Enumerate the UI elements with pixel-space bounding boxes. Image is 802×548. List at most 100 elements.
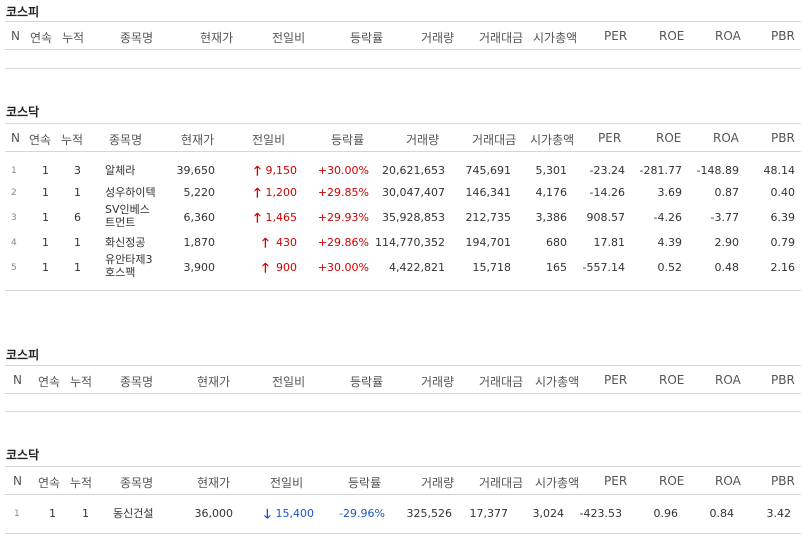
row-streak: 1 (42, 186, 49, 199)
col-streak: 연속 (29, 133, 52, 147)
col-name[interactable]: 종목명 (120, 476, 154, 490)
row-pbr: 48.14 (763, 164, 796, 177)
row-rate: +29.85% (317, 186, 369, 199)
col-name[interactable]: 종목명 (109, 133, 143, 147)
col-per[interactable]: PER (604, 373, 628, 387)
arrow-down-icon: 🡓 (264, 507, 271, 522)
col-pbr[interactable]: PBR (771, 29, 795, 43)
col-amount[interactable]: 거래대금 (479, 31, 524, 45)
col-roa[interactable]: ROA (715, 474, 741, 488)
col-rate[interactable]: 등락률 (348, 476, 382, 490)
col-amount[interactable]: 거래대금 (479, 476, 524, 490)
row-volume: 325,526 (406, 507, 453, 520)
stock-name-link[interactable]: 화신정공 (105, 236, 146, 249)
row-per: -557.14 (582, 261, 625, 274)
col-n: N (13, 373, 22, 387)
row-number: 5 (11, 263, 17, 273)
col-pbr[interactable]: PBR (771, 131, 795, 145)
col-volume[interactable]: 거래량 (406, 133, 440, 147)
col-roe[interactable]: ROE (659, 29, 685, 43)
col-cap[interactable]: 시가총액 (535, 476, 580, 490)
stock-name-link[interactable]: SV인베스 (105, 203, 150, 216)
col-pbr[interactable]: PBR (771, 373, 795, 387)
col-change[interactable]: 전일비 (270, 476, 304, 490)
row-rate: +30.00% (317, 164, 369, 177)
row-price: 5,220 (183, 186, 216, 199)
row-roe: 0.52 (657, 261, 683, 274)
row-per: -23.24 (589, 164, 625, 177)
row-cap: 5,301 (535, 164, 568, 177)
col-per[interactable]: PER (604, 474, 628, 488)
row-number: 1 (11, 166, 17, 176)
row-number: 1 (14, 509, 20, 519)
col-price[interactable]: 현재가 (181, 133, 215, 147)
col-change[interactable]: 전일비 (272, 375, 306, 389)
row-cap: 3,386 (535, 211, 568, 224)
stock-name-link[interactable]: 알체라 (105, 164, 136, 177)
stock-name-link-line2[interactable]: 호스팩 (105, 266, 136, 279)
row-volume: 114,770,352 (375, 236, 445, 249)
arrow-up-icon: 🡑 (254, 211, 261, 226)
table-row[interactable]: 1 1 1 동신건설 36,000 🡓 15,400 -29.96% 325,5… (5, 507, 801, 522)
table-row[interactable]: 5 1 1 유안타제3 호스팩 3,900 🡑 900 +30.00% 4,42… (5, 253, 801, 281)
stock-name-link[interactable]: 동신건설 (113, 507, 154, 520)
col-roa[interactable]: ROA (713, 131, 739, 145)
col-n: N (11, 131, 20, 145)
col-roe[interactable]: ROE (659, 373, 685, 387)
col-cap[interactable]: 시가총액 (535, 375, 580, 389)
empty-table-body (5, 49, 801, 69)
col-rate[interactable]: 등락률 (350, 31, 384, 45)
col-per[interactable]: PER (598, 131, 622, 145)
col-name[interactable]: 종목명 (120, 375, 154, 389)
row-number: 2 (11, 188, 17, 198)
table-row[interactable]: 2 1 1 성우하이텍 5,220 🡑 1,200 +29.85% 30,047… (5, 186, 801, 201)
table-row[interactable]: 3 1 6 SV인베스 트먼트 6,360 🡑 1,465 +29.93% 35… (5, 203, 801, 231)
row-roa: -148.89 (696, 164, 739, 177)
col-rate[interactable]: 등락률 (331, 133, 365, 147)
arrow-up-icon: 🡑 (254, 186, 261, 201)
stock-name-link[interactable]: 성우하이텍 (105, 186, 156, 199)
table-row[interactable]: 1 1 3 알체라 39,650 🡑 9,150 +30.00% 20,621,… (5, 164, 801, 179)
col-price[interactable]: 현재가 (200, 31, 234, 45)
col-volume[interactable]: 거래량 (421, 31, 455, 45)
col-rate[interactable]: 등락률 (350, 375, 384, 389)
row-cum: 1 (74, 261, 81, 274)
col-roa[interactable]: ROA (715, 29, 741, 43)
row-roa: -3.77 (710, 211, 739, 224)
stock-name-link[interactable]: 유안타제3 (105, 253, 153, 266)
col-per[interactable]: PER (604, 29, 628, 43)
col-pbr[interactable]: PBR (771, 474, 795, 488)
col-amount[interactable]: 거래대금 (479, 375, 524, 389)
col-roe[interactable]: ROE (656, 131, 682, 145)
col-price[interactable]: 현재가 (197, 375, 231, 389)
col-cap[interactable]: 시가총액 (533, 31, 578, 45)
col-roe[interactable]: ROE (659, 474, 685, 488)
col-change[interactable]: 전일비 (272, 31, 306, 45)
section-title-kospi: 코스피 (6, 5, 40, 19)
row-streak: 1 (42, 164, 49, 177)
col-volume[interactable]: 거래량 (421, 375, 455, 389)
arrow-up-icon: 🡑 (254, 164, 261, 179)
row-change: 9,150 (265, 164, 298, 177)
col-name[interactable]: 종목명 (120, 31, 154, 45)
row-change: 430 (276, 236, 297, 249)
col-volume[interactable]: 거래량 (421, 476, 455, 490)
row-per: 17.81 (593, 236, 626, 249)
table-header: N 연속 누적 종목명 현재가 전일비 등락률 거래량 거래대금 시가총액 PE… (5, 466, 801, 495)
col-price[interactable]: 현재가 (197, 476, 231, 490)
col-n: N (11, 29, 20, 43)
col-roa[interactable]: ROA (715, 373, 741, 387)
row-pbr: 2.16 (770, 261, 796, 274)
col-amount[interactable]: 거래대금 (472, 133, 517, 147)
col-n: N (13, 474, 22, 488)
row-volume: 30,047,407 (382, 186, 445, 199)
row-streak: 1 (42, 261, 49, 274)
row-roa: 2.90 (714, 236, 740, 249)
col-cap[interactable]: 시가총액 (530, 133, 575, 147)
stock-name-link-line2[interactable]: 트먼트 (105, 216, 136, 229)
col-change[interactable]: 전일비 (252, 133, 286, 147)
table-row[interactable]: 4 1 1 화신정공 1,870 🡑 430 +29.86% 114,770,3… (5, 236, 801, 251)
col-streak: 연속 (30, 31, 53, 45)
row-rate: +30.00% (317, 261, 369, 274)
row-roe: 0.96 (653, 507, 679, 520)
